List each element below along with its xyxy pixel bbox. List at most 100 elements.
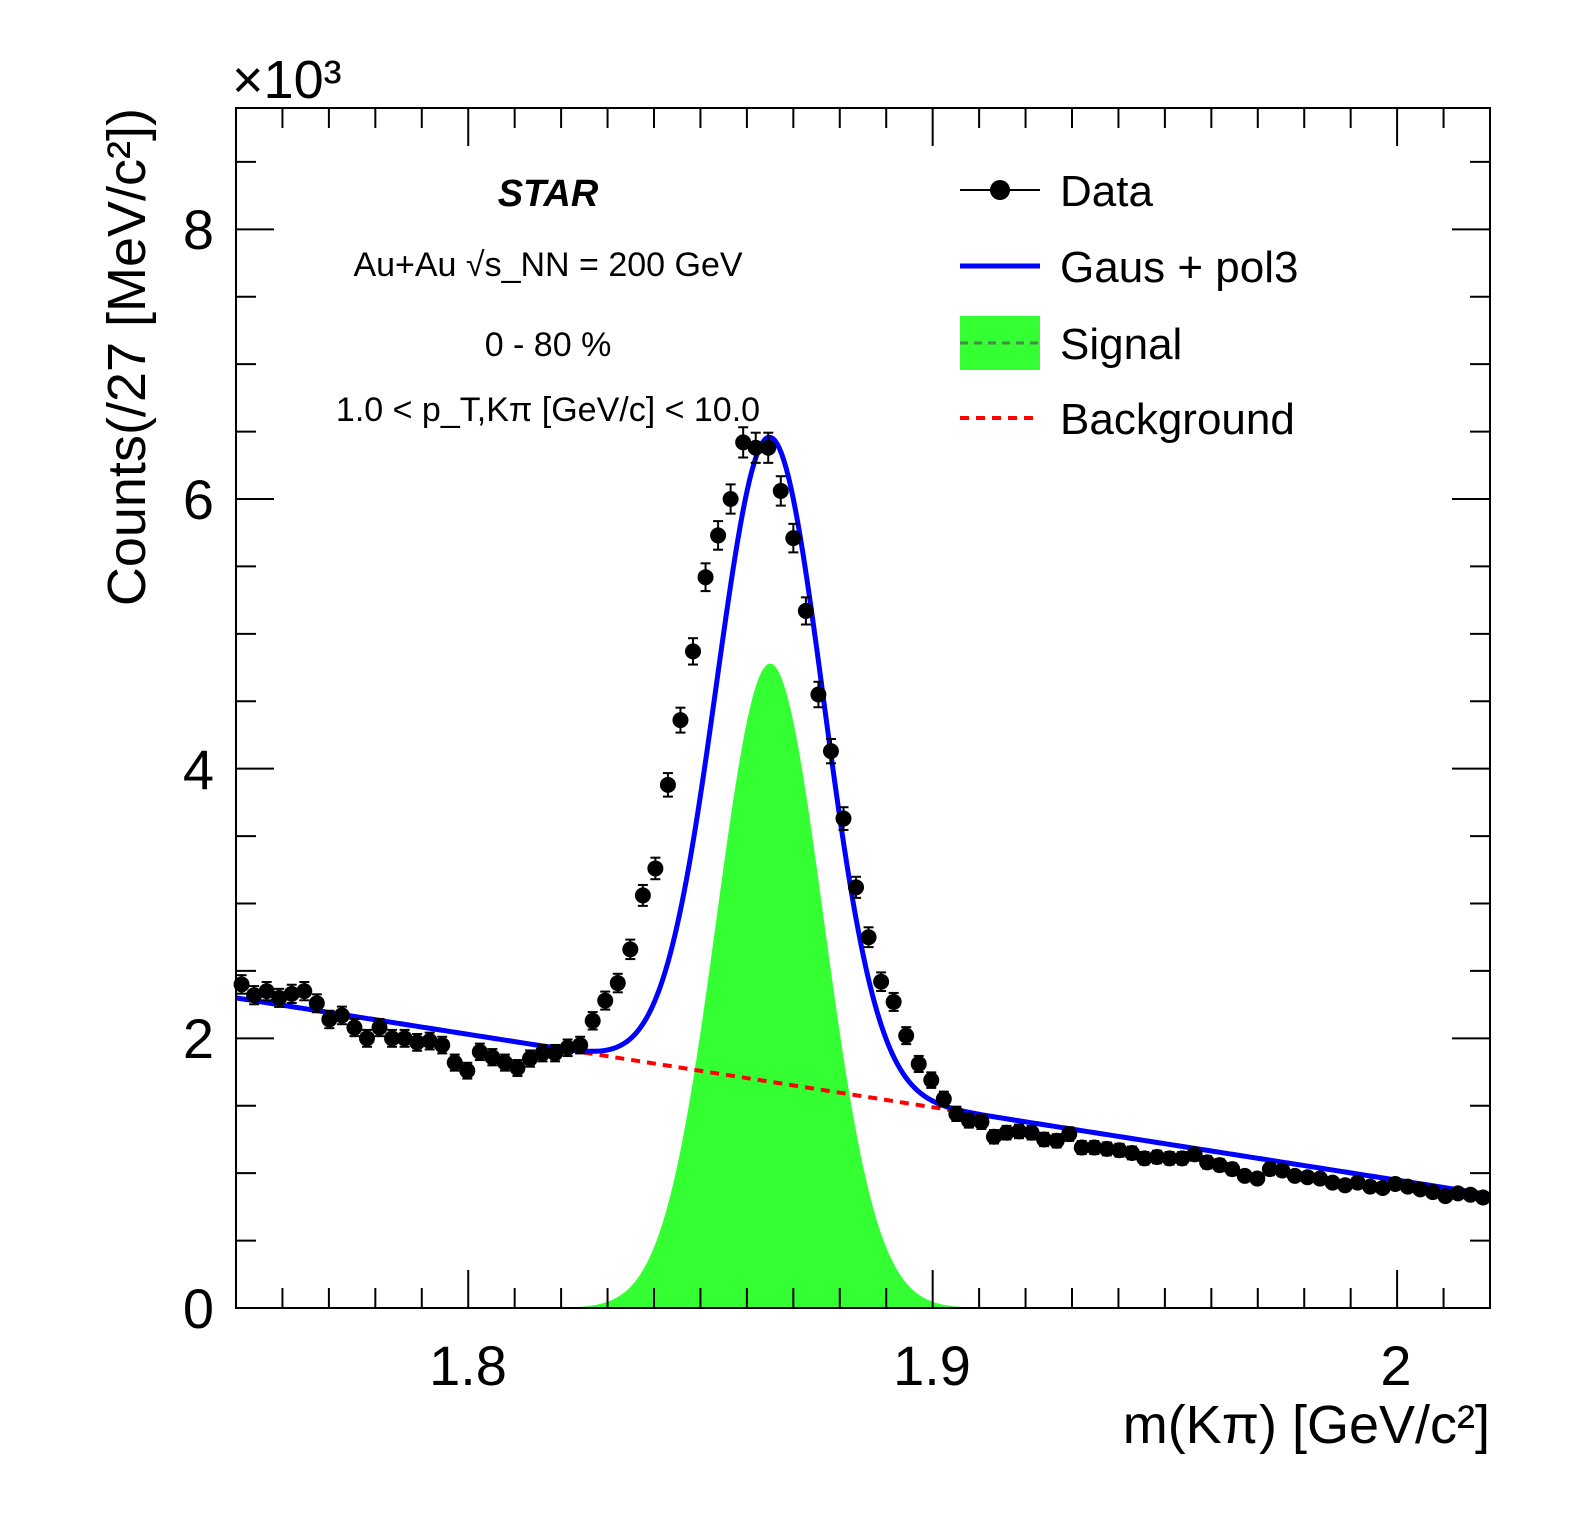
data-point [910,1055,927,1072]
legend-signal-swatch [960,316,1040,370]
data-point [1462,1186,1479,1203]
plot-frame [235,107,1491,1309]
data-point [885,993,902,1010]
data-point [484,1049,501,1066]
data-point [396,1030,413,1047]
data-point [672,712,689,729]
data-point [434,1037,451,1054]
data-point [384,1030,401,1047]
data-point [1061,1126,1078,1143]
data-point [346,1019,363,1036]
data-point [647,860,664,877]
data-point [258,983,275,1000]
data-point [722,491,739,508]
x-axis-label: m(Kπ) [GeV/c²] [1123,1395,1490,1455]
data-point [496,1054,513,1071]
data-point [1161,1150,1178,1167]
x-tick-label: 1.9 [893,1334,971,1397]
data-point [1299,1169,1316,1186]
data-point [1098,1140,1115,1157]
data-point [421,1033,438,1050]
data-point [948,1105,965,1122]
data-point [534,1045,551,1062]
data-point [409,1034,426,1051]
data-point [308,995,325,1012]
collision-system-label: Au+Au √s_NN = 200 GeV [353,246,742,284]
data-point [509,1060,526,1076]
data-point [446,1054,463,1071]
data-point [1123,1144,1140,1161]
data-point [747,439,764,456]
data-point [785,530,802,547]
data-point [1286,1167,1303,1184]
legend-label-data: Data [1060,167,1153,216]
data-point [1437,1188,1454,1205]
data-point [1073,1139,1090,1156]
y-tick-label: 0 [183,1277,214,1340]
data-point [697,569,714,586]
data-point [822,743,839,760]
legend-label-background: Background [1060,395,1295,444]
axis-ticks [236,108,1491,1309]
data-point [584,1012,601,1029]
data-point [233,976,250,993]
data-point [898,1027,915,1044]
data-point [835,810,852,827]
data-point [358,1030,375,1047]
data-point [1211,1157,1228,1174]
x-tick-label: 2 [1380,1334,1411,1397]
data-point [1412,1181,1429,1198]
data-point [471,1043,488,1060]
data-point [371,1019,388,1036]
data-point [1199,1154,1216,1171]
legend: Data Gaus + pol3 Signal Background [960,167,1299,444]
data-point [1249,1170,1266,1187]
signal-area [468,663,1073,1308]
data-point [1174,1150,1191,1167]
data-point [1011,1123,1028,1140]
y-tick-label: 6 [183,468,214,531]
y-axis-label: Counts(/27 [MeV/c²]) [97,108,157,606]
data-point [1036,1131,1053,1148]
data-point [1023,1124,1040,1141]
data-point [572,1037,589,1054]
data-points-layer [233,426,1492,1206]
data-point [333,1007,350,1024]
data-point [873,973,890,990]
legend-label-fit: Gaus + pol3 [1060,243,1299,292]
data-point [1374,1180,1391,1196]
data-point [1086,1139,1103,1156]
x-tick-label: 1.8 [429,1334,507,1397]
data-point [735,434,752,451]
data-point [1424,1184,1441,1201]
data-point [1475,1189,1492,1206]
data-point [973,1113,990,1130]
data-point [1349,1174,1366,1191]
signal-area-layer [468,663,1073,1308]
data-point [271,989,288,1006]
data-point [1048,1132,1065,1149]
data-point [521,1050,538,1067]
legend-data-marker [990,180,1010,200]
data-point [848,879,865,896]
data-point [321,1011,338,1028]
data-point [622,941,639,958]
data-point [1111,1142,1128,1159]
experiment-label: STAR [498,173,599,215]
data-point [998,1124,1015,1141]
data-point [710,527,727,544]
data-point [860,929,877,946]
data-point [246,987,263,1004]
data-point [1312,1170,1329,1187]
data-point [597,992,614,1009]
data-point [797,602,814,619]
data-point [459,1062,476,1079]
data-point [1399,1178,1416,1195]
data-point [547,1045,564,1062]
data-point [1261,1161,1278,1178]
data-point [296,983,313,1000]
data-point [810,686,827,703]
y-tick-label: 2 [183,1007,214,1070]
data-point [935,1091,952,1108]
data-point [985,1128,1002,1145]
